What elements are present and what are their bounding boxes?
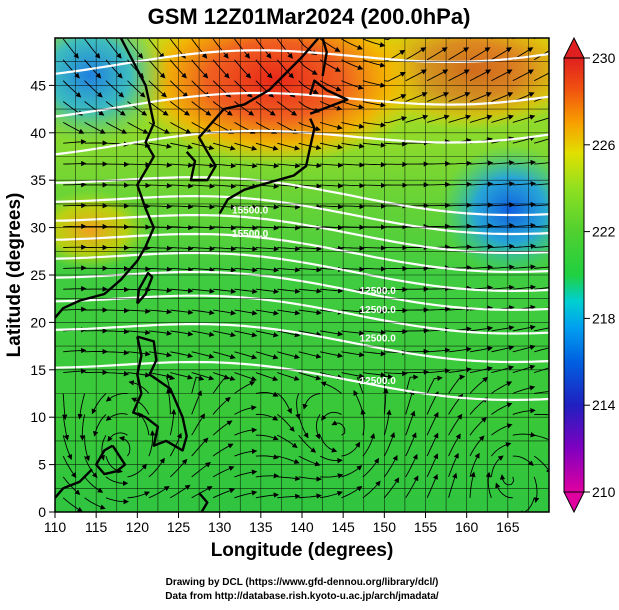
y-tick-label: 35 bbox=[30, 172, 46, 188]
colorbar-tick-label: 222 bbox=[592, 224, 616, 240]
x-axis-label: Longitude (degrees) bbox=[211, 540, 394, 561]
x-tick-label: 165 bbox=[496, 519, 520, 535]
lat-lon-grid bbox=[55, 38, 549, 512]
y-tick-label: 0 bbox=[38, 504, 46, 520]
streamline-arrow bbox=[363, 248, 385, 249]
contour-label: 15500.0 bbox=[232, 229, 269, 240]
streamline-arrow bbox=[128, 206, 150, 207]
colorbar: 210 214 218 222 226 230 bbox=[564, 38, 616, 512]
y-tick-label: 5 bbox=[38, 457, 46, 473]
x-tick-label: 135 bbox=[249, 519, 273, 535]
contour-label: 15500.0 bbox=[232, 205, 269, 216]
map-plot-area: 12500.012500.012500.012500.015500.015500… bbox=[10, 0, 590, 559]
x-tick-label: 130 bbox=[208, 519, 232, 535]
streamline-arrow bbox=[406, 351, 428, 352]
x-tick-label: 110 bbox=[44, 519, 67, 535]
colorbar-tick-label: 218 bbox=[592, 310, 616, 326]
y-tick-label: 40 bbox=[30, 125, 46, 141]
y-tick-label: 20 bbox=[30, 314, 46, 330]
colorbar-upper-extension bbox=[564, 38, 584, 58]
x-tick-label: 120 bbox=[126, 519, 150, 535]
x-axis-ticks: 110 115 120 125 130 135 140 145 150 155 160 165 bbox=[44, 512, 520, 535]
streamline-arrow bbox=[491, 26, 510, 39]
colorbar-ticks: 210 214 218 222 226 230 bbox=[584, 50, 616, 500]
colorbar-tick-label: 210 bbox=[592, 484, 616, 500]
colorbar-lower-extension bbox=[564, 492, 584, 512]
streamline-arrow bbox=[63, 164, 85, 165]
streamline-arrow bbox=[63, 289, 85, 290]
contour-label: 12500.0 bbox=[360, 376, 397, 387]
colorbar-tick-label: 226 bbox=[592, 137, 616, 153]
x-tick-label: 155 bbox=[414, 519, 438, 535]
y-tick-label: 10 bbox=[30, 409, 46, 425]
cold-region-east bbox=[440, 145, 580, 275]
credit-drawing: Drawing by DCL (https://www.gfd-dennou.o… bbox=[166, 577, 439, 588]
x-tick-label: 125 bbox=[167, 519, 191, 535]
x-tick-label: 145 bbox=[331, 519, 355, 535]
y-axis-ticks: 0 5 10 15 20 25 30 35 40 45 bbox=[30, 77, 55, 520]
x-tick-label: 140 bbox=[290, 519, 314, 535]
x-tick-label: 115 bbox=[85, 519, 108, 535]
y-tick-label: 30 bbox=[30, 220, 46, 236]
colorbar-tick-label: 230 bbox=[592, 50, 616, 66]
streamline-arrow bbox=[534, 26, 553, 39]
x-tick-label: 150 bbox=[373, 519, 397, 535]
chart-title: GSM 12Z01Mar2024 (200.0hPa) bbox=[148, 4, 471, 29]
contour-label: 12500.0 bbox=[360, 286, 397, 297]
y-axis-label: Latitude (degrees) bbox=[4, 193, 25, 358]
contour-label: 12500.0 bbox=[360, 333, 397, 344]
streamline-arrow bbox=[513, 26, 532, 39]
y-tick-label: 15 bbox=[30, 362, 46, 378]
credit-data-source: Data from http://database.rish.kyoto-u.a… bbox=[165, 591, 439, 602]
streamline-arrow bbox=[363, 206, 385, 207]
y-tick-label: 45 bbox=[30, 77, 46, 93]
streamline-arrow bbox=[470, 26, 489, 39]
streamline-arrow bbox=[63, 268, 85, 269]
colorbar-tick-label: 214 bbox=[592, 397, 616, 413]
y-tick-label: 25 bbox=[30, 267, 46, 283]
streamline-arrow bbox=[363, 185, 385, 186]
contour-label: 12500.0 bbox=[360, 305, 397, 316]
x-tick-label: 160 bbox=[455, 519, 479, 535]
colorbar-gradient bbox=[564, 58, 584, 492]
streamline-arrow bbox=[363, 227, 385, 228]
